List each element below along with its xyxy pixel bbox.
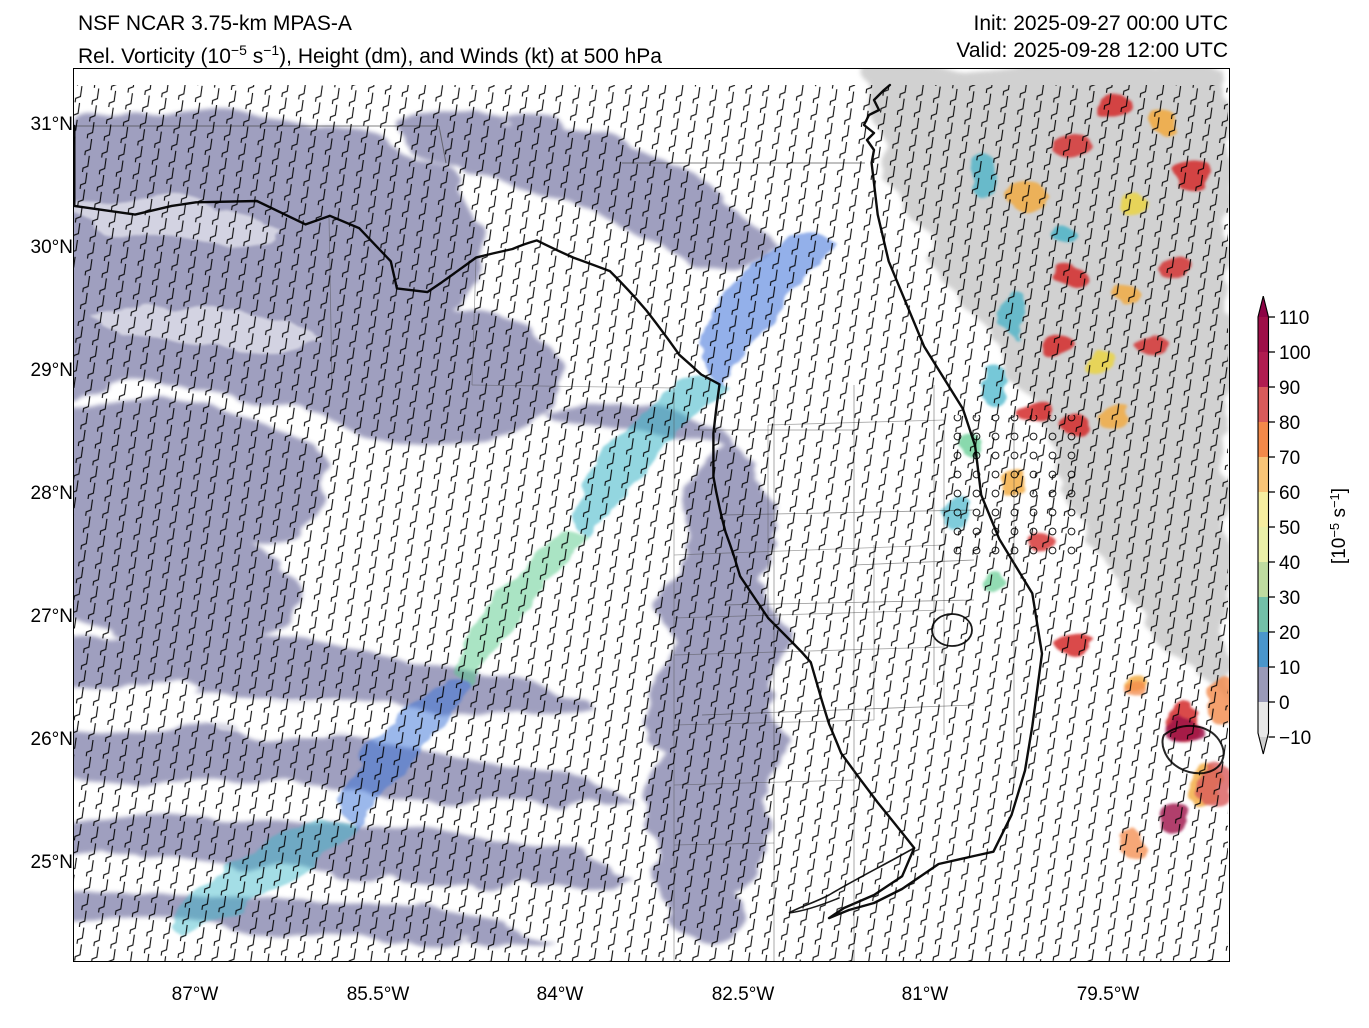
svg-text:40: 40	[1279, 553, 1300, 574]
svg-text:30: 30	[1279, 588, 1300, 609]
svg-text:10: 10	[1279, 658, 1300, 679]
svg-text:60: 60	[1279, 483, 1300, 504]
svg-text:−10: −10	[1279, 728, 1311, 749]
svg-text:[10−5 s−1]: [10−5 s−1]	[1327, 488, 1350, 564]
svg-text:20: 20	[1279, 623, 1300, 644]
svg-text:80: 80	[1279, 413, 1300, 434]
svg-text:90: 90	[1279, 378, 1300, 399]
svg-text:0: 0	[1279, 693, 1290, 714]
svg-text:100: 100	[1279, 343, 1311, 364]
svg-text:50: 50	[1279, 518, 1300, 539]
svg-text:110: 110	[1279, 308, 1309, 329]
svg-text:70: 70	[1279, 448, 1300, 469]
